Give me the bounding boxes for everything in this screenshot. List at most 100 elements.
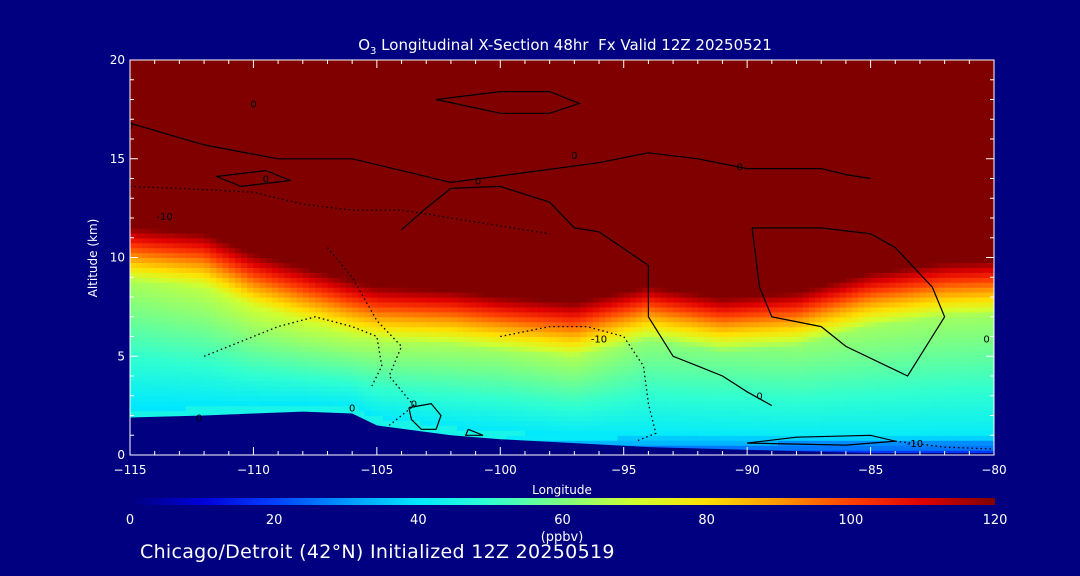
ozone-cell	[907, 450, 915, 455]
ozone-cell	[926, 341, 933, 347]
ozone-cell	[327, 385, 335, 392]
ozone-cell	[913, 420, 921, 426]
ozone-cell	[722, 445, 730, 451]
ozone-cell	[352, 282, 359, 288]
ozone-cell	[599, 297, 606, 303]
ozone-cell	[253, 390, 261, 397]
ozone-cell	[413, 410, 421, 417]
ozone-cell	[586, 356, 594, 362]
ozone-cell	[463, 395, 471, 402]
ozone-cell	[833, 341, 841, 347]
ozone-cell	[302, 306, 310, 313]
ozone-cell	[784, 341, 791, 347]
ozone-cell	[932, 405, 940, 412]
ozone-cell	[216, 237, 224, 244]
ozone-cell	[703, 390, 711, 397]
ozone-cell	[629, 425, 637, 431]
ozone-cell	[926, 356, 933, 362]
ozone-cell	[524, 321, 532, 328]
ozone-cell	[926, 257, 933, 264]
ozone-cell	[228, 380, 236, 387]
ozone-cell	[882, 267, 890, 273]
ozone-cell	[821, 282, 828, 288]
ozone-cell	[154, 405, 162, 412]
ozone-cell	[932, 316, 940, 323]
ozone-cell	[827, 361, 835, 367]
ozone-cell	[722, 371, 730, 377]
ozone-cell	[475, 356, 483, 362]
ozone-cell	[759, 287, 767, 293]
ozone-cell	[370, 336, 378, 343]
ozone-cell	[389, 306, 396, 313]
ozone-cell	[284, 380, 292, 387]
ozone-cell	[327, 282, 335, 288]
ozone-cell	[376, 410, 384, 417]
ozone-cell	[154, 321, 162, 328]
ozone-cell	[321, 326, 329, 333]
ozone-cell	[148, 242, 156, 249]
ozone-cell	[475, 351, 483, 357]
ozone-cell	[759, 356, 767, 362]
ozone-cell	[506, 301, 514, 308]
ozone-cell	[185, 341, 193, 347]
ozone-cell	[518, 346, 526, 352]
ozone-cell	[574, 292, 582, 298]
ozone-cell	[778, 395, 785, 402]
ozone-cell	[148, 272, 156, 278]
ozone-cell	[524, 341, 532, 347]
ozone-cell	[599, 405, 606, 412]
ozone-cell	[852, 430, 859, 436]
ozone-cell	[210, 410, 217, 417]
ozone-cell	[438, 282, 446, 288]
ozone-cell	[654, 385, 662, 392]
ozone-cell	[901, 445, 909, 451]
ozone-cell	[136, 262, 143, 268]
ozone-cell	[833, 301, 841, 308]
ozone-cell	[852, 361, 859, 367]
ozone-cell	[481, 405, 489, 412]
ozone-cell	[944, 306, 952, 313]
ozone-cell	[759, 321, 767, 328]
ozone-cell	[568, 301, 575, 308]
ozone-cell	[167, 272, 174, 278]
ozone-cell	[599, 376, 606, 382]
ozone-cell	[617, 380, 625, 387]
ozone-cell	[827, 282, 835, 288]
ozone-cell	[858, 292, 865, 298]
ozone-cell	[895, 316, 903, 323]
ozone-cell	[401, 415, 409, 422]
ozone-cell	[204, 395, 211, 402]
ozone-cell	[642, 400, 649, 407]
ozone-cell	[543, 361, 551, 367]
ozone-cell	[364, 390, 372, 397]
ozone-cell	[864, 376, 872, 382]
ozone-cell	[660, 351, 668, 357]
ozone-cell	[611, 361, 619, 367]
ozone-cell	[771, 356, 779, 362]
ozone-cell	[771, 366, 779, 372]
ozone-cell	[401, 361, 409, 367]
ozone-cell	[524, 415, 532, 422]
ozone-cell	[290, 341, 298, 347]
ozone-cell	[623, 336, 631, 343]
ozone-cell	[296, 331, 304, 338]
ozone-cell	[130, 395, 137, 402]
ozone-cell	[833, 366, 841, 372]
ozone-cell	[778, 380, 785, 387]
ozone-cell	[494, 316, 501, 323]
ozone-cell	[882, 331, 890, 338]
ozone-cell	[389, 336, 396, 343]
ozone-cell	[852, 297, 859, 303]
ozone-cell	[216, 371, 224, 377]
ozone-cell	[395, 390, 403, 397]
ozone-cell	[426, 287, 433, 293]
ozone-cell	[222, 277, 230, 283]
ozone-cell	[870, 267, 878, 273]
ozone-cell	[673, 430, 680, 436]
ozone-cell	[870, 282, 878, 288]
ozone-cell	[432, 390, 440, 397]
ozone-cell	[858, 445, 865, 451]
ozone-cell	[673, 311, 680, 318]
ozone-cell	[926, 450, 933, 455]
ozone-cell	[315, 292, 322, 298]
